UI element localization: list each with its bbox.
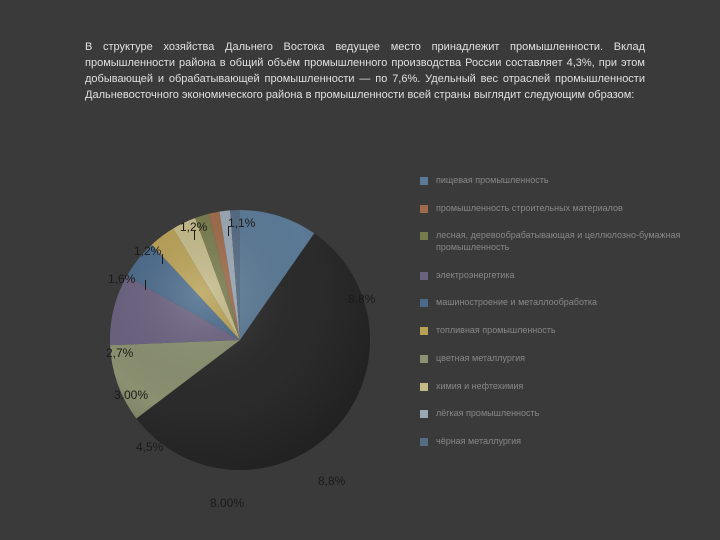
legend-text: пищевая промышленность: [436, 175, 549, 187]
slice-label: 3.00%: [114, 388, 148, 402]
legend-text: цветная металлургия: [436, 353, 525, 365]
legend-text: промышленность строительных материалов: [436, 203, 623, 215]
slice-label: 1,2%: [134, 244, 161, 258]
leader-line: [145, 280, 146, 290]
legend-swatch: [420, 383, 428, 391]
legend-item: машиностроение и металлообработка: [420, 297, 700, 309]
slice-label: 8.00%: [210, 496, 244, 510]
slice-label: 2,7%: [106, 346, 133, 360]
slice-label: 1,1%: [228, 216, 255, 230]
slice-label: 4,5%: [136, 440, 163, 454]
legend-swatch: [420, 272, 428, 280]
legend-item: промышленность строительных материалов: [420, 203, 700, 215]
intro-paragraph: В структуре хозяйства Дальнего Востока в…: [85, 40, 645, 104]
legend-text: химия и нефтехимия: [436, 381, 523, 393]
slice-label: 8,8%: [318, 474, 345, 488]
legend-swatch: [420, 205, 428, 213]
leader-line: [162, 254, 163, 264]
slice-label: 1,6%: [108, 272, 135, 286]
legend-text: топливная промышленность: [436, 325, 556, 337]
legend-swatch: [420, 232, 428, 240]
legend-swatch: [420, 438, 428, 446]
legend-swatch: [420, 327, 428, 335]
legend-item: чёрная металлургия: [420, 436, 700, 448]
legend-item: лёгкая промышленность: [420, 408, 700, 420]
legend-item: топливная промышленность: [420, 325, 700, 337]
legend-text: машиностроение и металлообработка: [436, 297, 597, 309]
legend-swatch: [420, 299, 428, 307]
legend-swatch: [420, 355, 428, 363]
legend-text: электроэнергетика: [436, 270, 514, 282]
slice-label: 8,8%: [348, 292, 375, 306]
legend-swatch: [420, 177, 428, 185]
legend-text: лесная, деревообрабатывающая и целлюлозн…: [436, 230, 700, 253]
pie-chart: 8,8%8,8%8.00%4,5%3.00%2,7%1,6%1,2%1,2%1,…: [80, 180, 400, 500]
legend: пищевая промышленность промышленность стр…: [420, 175, 700, 464]
legend-item: пищевая промышленность: [420, 175, 700, 187]
legend-item: электроэнергетика: [420, 270, 700, 282]
legend-text: лёгкая промышленность: [436, 408, 539, 420]
leader-line: [194, 230, 195, 240]
leader-line: [228, 226, 229, 236]
legend-swatch: [420, 410, 428, 418]
legend-text: чёрная металлургия: [436, 436, 521, 448]
legend-item: химия и нефтехимия: [420, 381, 700, 393]
legend-item: цветная металлургия: [420, 353, 700, 365]
legend-item: лесная, деревообрабатывающая и целлюлозн…: [420, 230, 700, 253]
